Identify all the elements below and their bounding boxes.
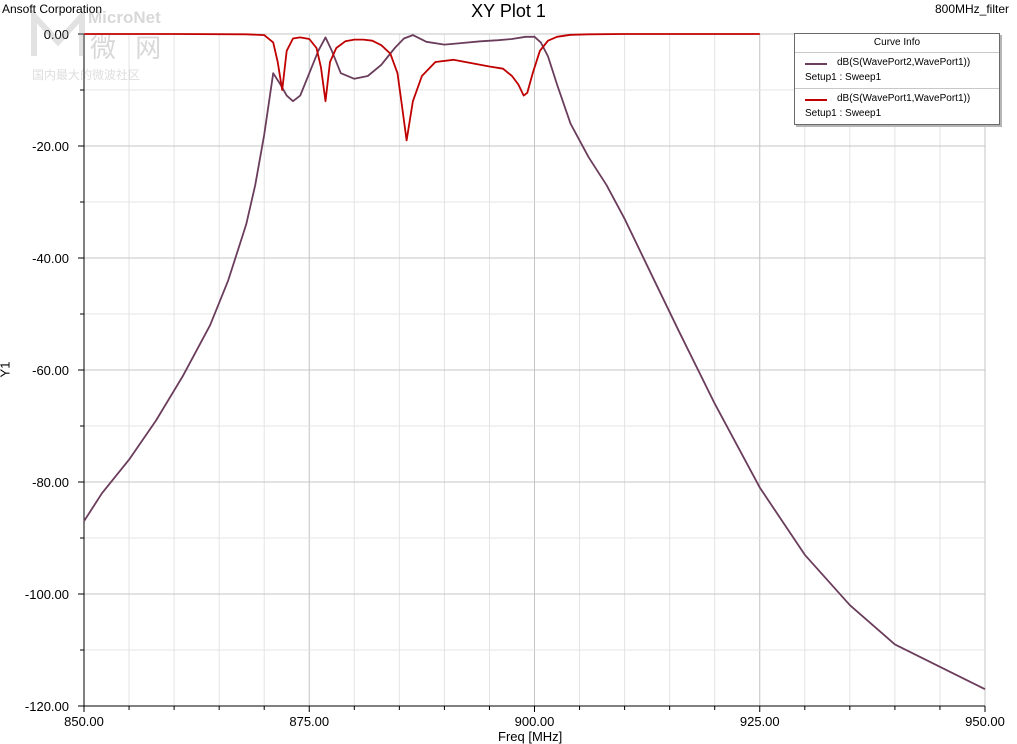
watermark-tagline: 国内最大的微波社区 (32, 68, 141, 82)
y-tick-label: -60.00 (32, 363, 69, 378)
x-tick-label: 925.00 (740, 714, 780, 729)
y-tick-label: -80.00 (32, 475, 69, 490)
x-tick-label: 950.00 (965, 714, 1005, 729)
y-tick-label: 0.00 (44, 27, 69, 42)
series-s11-line (84, 33, 760, 142)
legend-entry[interactable]: dB(S(WavePort1,WavePort1)) Setup1 : Swee… (795, 89, 999, 124)
x-axis-label: Freq [MHz] (498, 729, 563, 744)
legend-series-setup: Setup1 : Sweep1 (805, 108, 882, 119)
y-tick-label: -40.00 (32, 251, 69, 266)
legend-series-setup: Setup1 : Sweep1 (805, 72, 882, 83)
series-s21-line (83, 34, 986, 691)
y-tick-label: -100.00 (25, 587, 69, 602)
watermark-brand: MicroNet (88, 8, 161, 27)
legend-entry[interactable]: dB(S(WavePort2,WavePort1)) Setup1 : Swee… (795, 53, 999, 89)
micronet-watermark: MicroNet 微 网 国内最大的微波社区 (30, 6, 190, 86)
x-tick-label: 875.00 (289, 714, 329, 729)
legend-line-swatch (805, 63, 827, 65)
x-tick-label: 900.00 (515, 714, 555, 729)
legend-series-name: dB(S(WavePort2,WavePort1)) (837, 57, 971, 68)
y-tick-label: -20.00 (32, 139, 69, 154)
company-label: Ansoft Corporation (2, 2, 103, 16)
y-tick-label: -120.00 (25, 699, 69, 714)
legend-line-swatch (805, 99, 827, 101)
legend-header: Curve Info (795, 34, 999, 53)
curve-info-legend[interactable]: Curve Info dB(S(WavePort2,WavePort1)) Se… (794, 33, 1000, 125)
watermark-brand-cn: 微 网 (90, 33, 168, 63)
plot-title: XY Plot 1 (471, 1, 546, 21)
x-tick-label: 850.00 (64, 714, 104, 729)
plot-series (83, 33, 986, 691)
legend-series-name: dB(S(WavePort1,WavePort1)) (837, 93, 971, 104)
project-label: 800MHz_filter (934, 2, 1009, 16)
micronet-logo-icon (31, 10, 85, 56)
plot-grid (83, 33, 986, 707)
y-axis-label: Y1 (0, 361, 13, 378)
plot-axes: 850.00 875.00 900.00 925.00 950.00 0.00 -20.00… (25, 27, 1005, 729)
